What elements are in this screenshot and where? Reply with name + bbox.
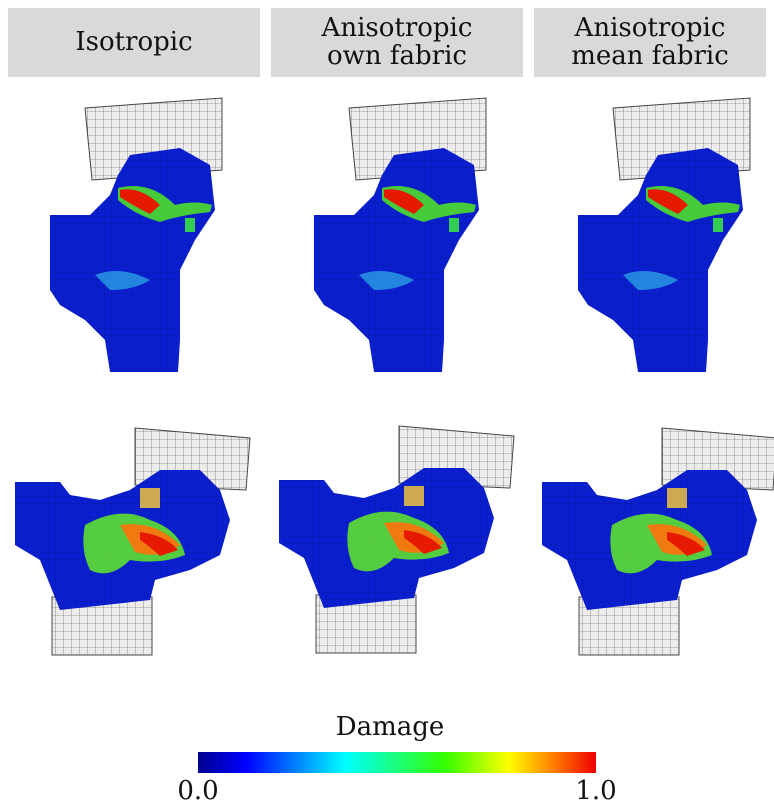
colorbar xyxy=(198,752,596,773)
header-label: Anisotropic xyxy=(321,13,473,43)
specimen-bottom xyxy=(542,428,774,655)
figure: IsotropicAnisotropicown fabricAnisotropi… xyxy=(0,0,774,804)
specimen-bottom xyxy=(15,428,250,655)
specimen-top xyxy=(578,98,750,372)
page: IsotropicAnisotropicown fabricAnisotropi… xyxy=(0,0,774,808)
header-label: Isotropic xyxy=(75,27,192,57)
colorbar-tick-label: 0.0 xyxy=(177,776,218,804)
header-label: own fabric xyxy=(327,41,467,71)
colorbar-tick-label: 1.0 xyxy=(575,776,616,804)
header-label: mean fabric xyxy=(571,41,729,71)
specimen-bottom xyxy=(279,426,514,653)
colorbar-title: Damage xyxy=(336,712,445,742)
specimen-top xyxy=(314,98,486,372)
specimen-top xyxy=(50,98,222,372)
header-label: Anisotropic xyxy=(574,13,726,43)
